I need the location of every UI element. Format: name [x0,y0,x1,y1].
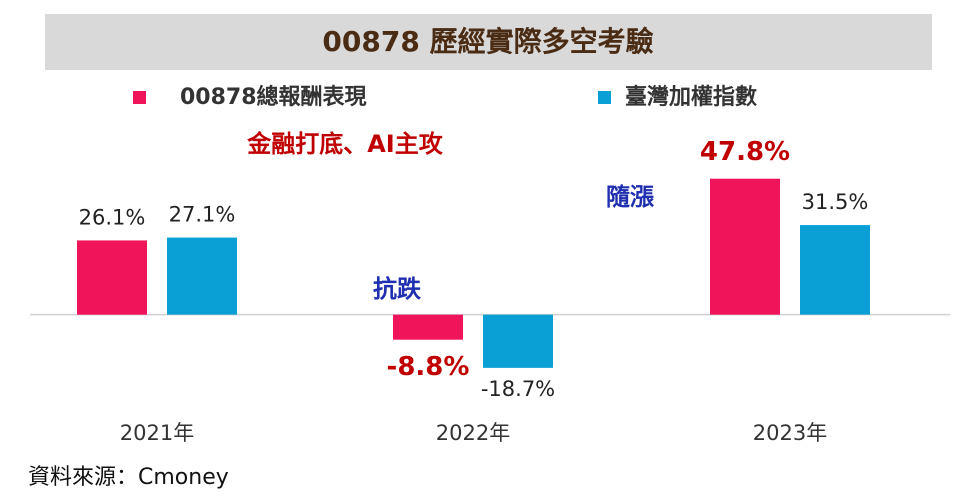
bar [483,314,553,368]
title-background [45,14,932,70]
legend-swatch [598,91,611,104]
value-label: 26.1% [79,205,146,229]
value-label: 47.8% [700,137,790,167]
source-note: 資料來源：Cmoney [28,465,229,490]
legend-label: 00878總報酬表現 [180,84,367,110]
x-tick-label: 2022年 [436,421,510,445]
annotation: 隨漲 [606,183,655,211]
x-tick-label: 2023年 [753,421,827,445]
value-label: 27.1% [169,203,236,227]
value-label: -8.8% [387,352,470,382]
bar [167,237,237,315]
x-tick-label: 2021年 [120,421,194,445]
annotation: 抗跌 [373,275,422,303]
value-label: -18.7% [481,377,555,401]
legend-swatch [133,91,146,104]
bar [800,225,870,315]
legend-label: 臺灣加權指數 [625,84,757,110]
bar [77,240,147,315]
bar [710,178,780,315]
annotation: 金融打底、AI主攻 [246,130,444,158]
chart-title: 00878 歷經實際多空考驗 [322,25,653,58]
bar [393,314,463,340]
value-label: 31.5% [802,190,869,214]
